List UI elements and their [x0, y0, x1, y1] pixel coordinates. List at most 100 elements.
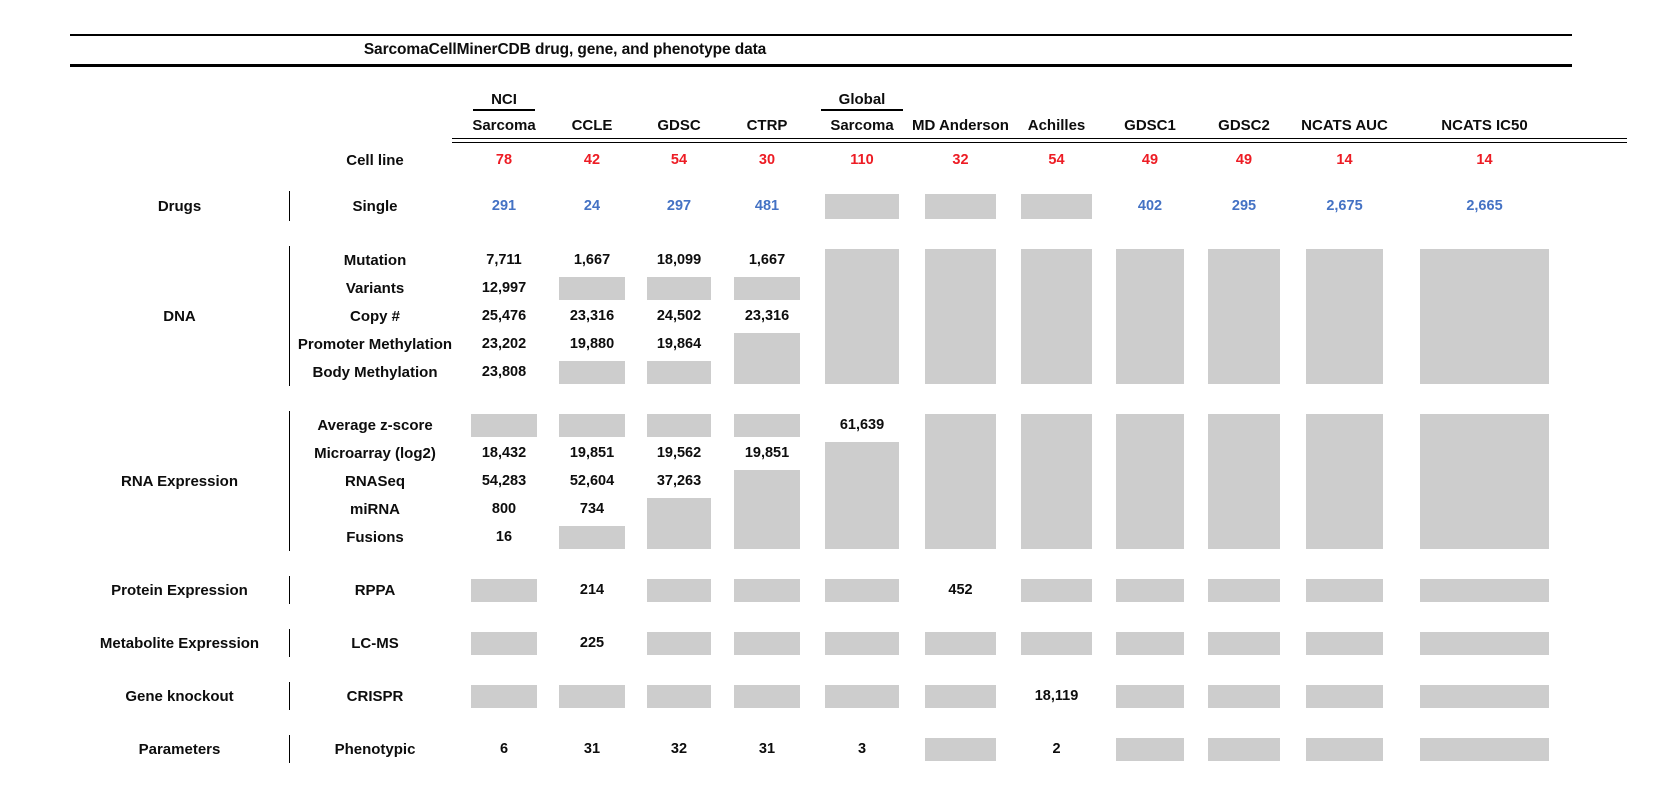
value-mirna-ccle: 734	[579, 501, 605, 517]
no-data-block-gdsc	[647, 276, 711, 300]
cell-line-count-md-anderson: 32	[952, 152, 969, 168]
no-data-block-achilles	[1021, 193, 1092, 219]
no-data-block-nci-sarcoma	[471, 631, 537, 655]
no-data-block-ccle	[559, 360, 625, 384]
section-rna-expression: RNA Expression Average z-score 61,639 Micro…	[70, 411, 1572, 551]
no-data-block-gdsc1	[1115, 413, 1185, 549]
value-rnaseq-nci-sarcoma: 54,283	[481, 473, 527, 489]
no-data-block-achilles	[1021, 248, 1092, 384]
column-headers: NCI Sarcoma CCLE GDSC CTRP Global Sarcoma MD An…	[70, 87, 1627, 175]
figure-title: SarcomaCellMinerCDB drug, gene, and phen…	[363, 41, 767, 58]
row-label-mutation: Mutation	[343, 251, 407, 269]
column-header-ctrp: CTRP	[746, 117, 788, 134]
no-data-block-ncats-ic50	[1419, 413, 1550, 549]
no-data-block-ctrp	[733, 332, 801, 384]
section-protein-expression: Protein Expression RPPA 214 452	[70, 576, 1572, 604]
category-label-rna-expression: RNA Expression	[70, 411, 290, 551]
no-data-block-ncats-ic50	[1419, 684, 1550, 708]
title-band: SarcomaCellMinerCDB drug, gene, and phen…	[70, 36, 1572, 64]
no-data-block-gdsc1	[1115, 631, 1185, 655]
column-header-nci-sarcoma: Sarcoma	[472, 117, 536, 134]
value-rppa-ccle: 214	[579, 582, 605, 598]
no-data-block-global-sarcoma	[825, 684, 899, 708]
column-group-underlined-text: NCI	[473, 91, 535, 111]
value-phenotypic-global-sarcoma: 3	[857, 741, 867, 757]
value-promoter-methylation-ccle: 19,880	[569, 336, 615, 352]
value-single-gdsc: 297	[666, 198, 692, 214]
column-header-global-sarcoma: Sarcoma	[830, 117, 894, 134]
value-rnaseq-ccle: 52,604	[569, 473, 615, 489]
value-body-methylation-nci-sarcoma: 23,808	[481, 364, 527, 380]
row-label-fusions: Fusions	[346, 528, 404, 546]
value-copy--ctrp: 23,316	[744, 308, 790, 324]
column-header-achilles: Achilles	[1027, 117, 1086, 134]
no-data-block-ncats-auc	[1305, 684, 1384, 708]
no-data-block-ctrp	[733, 578, 801, 602]
no-data-block-md-anderson	[924, 631, 997, 655]
category-label-drugs: Drugs	[70, 191, 290, 221]
column-header-ncats-ic50: NCATS IC50	[1441, 117, 1528, 134]
value-rnaseq-gdsc: 37,263	[656, 473, 702, 489]
cell-line-count-gdsc2: 49	[1235, 152, 1253, 168]
column-group-underlined-text: Global	[820, 91, 904, 111]
no-data-block-achilles	[1021, 413, 1092, 549]
no-data-block-gdsc1	[1115, 248, 1185, 384]
cell-line-count-ncats-ic50: 14	[1476, 152, 1493, 168]
value-single-nci-sarcoma: 291	[491, 198, 517, 214]
no-data-block-gdsc	[647, 631, 711, 655]
category-label-parameters: Parameters	[70, 735, 290, 763]
no-data-block-achilles	[1021, 578, 1092, 602]
cell-line-count-global-sarcoma: 110	[850, 152, 874, 168]
title-wrap: SarcomaCellMinerCDB drug, gene, and phen…	[70, 41, 1060, 59]
value-single-ncats-ic50: 2,665	[1466, 198, 1503, 214]
no-data-block-ctrp	[733, 684, 801, 708]
no-data-block-nci-sarcoma	[471, 684, 537, 708]
table-body: Drugs Single 291 24 297 481 402 295 2,675 2,665 DN…	[70, 191, 1572, 763]
no-data-block-global-sarcoma	[825, 631, 899, 655]
no-data-block-md-anderson	[924, 737, 997, 761]
no-data-block-global-sarcoma	[825, 578, 899, 602]
row-label-mirna: miRNA	[349, 500, 400, 518]
no-data-block-gdsc2	[1208, 631, 1280, 655]
value-phenotypic-achilles: 2	[1052, 741, 1061, 757]
no-data-block-ncats-ic50	[1419, 578, 1550, 602]
value-copy--ccle: 23,316	[569, 308, 615, 324]
value-single-gdsc2: 295	[1231, 198, 1257, 214]
section-dna: DNA Mutation 7,711 1,667 18,099 1,667 Variants…	[70, 246, 1572, 386]
value-phenotypic-gdsc: 32	[670, 741, 688, 757]
no-data-block-gdsc2	[1208, 248, 1280, 384]
no-data-block-gdsc2	[1208, 578, 1280, 602]
column-header-gdsc2: GDSC2	[1218, 117, 1270, 134]
value-phenotypic-ccle: 31	[583, 741, 601, 757]
cell-line-count-gdsc: 54	[670, 152, 688, 168]
category-label-gene-knockout: Gene knockout	[70, 682, 290, 710]
value-microarray-log2--nci-sarcoma: 18,432	[481, 445, 527, 461]
value-mutation-gdsc: 18,099	[656, 252, 702, 268]
value-phenotypic-ctrp: 31	[758, 741, 776, 757]
section-drugs: Drugs Single 291 24 297 481 402 295 2,675 2,665	[70, 191, 1572, 221]
no-data-block-global-sarcoma	[825, 441, 899, 549]
category-label-metabolite-expression: Metabolite Expression	[70, 629, 290, 657]
value-single-ctrp: 481	[754, 198, 780, 214]
no-data-block-gdsc	[647, 578, 711, 602]
no-data-block-md-anderson	[924, 248, 997, 384]
value-crispr-achilles: 18,119	[1034, 688, 1079, 704]
column-header-md-anderson: MD Anderson	[912, 117, 1009, 134]
title-bottom-rule	[70, 64, 1572, 67]
no-data-block-md-anderson	[924, 413, 997, 549]
no-data-block-achilles	[1021, 631, 1092, 655]
section-gene-knockout: Gene knockout CRISPR 18,119	[70, 682, 1572, 710]
cell-line-count-gdsc1: 49	[1141, 152, 1159, 168]
section-metabolite-expression: Metabolite Expression LC-MS 225	[70, 629, 1572, 657]
no-data-block-global-sarcoma	[825, 193, 899, 219]
value-phenotypic-nci-sarcoma: 6	[499, 741, 509, 757]
value-microarray-log2--gdsc: 19,562	[656, 445, 702, 461]
no-data-block-gdsc2	[1208, 684, 1280, 708]
cell-line-count-ncats-auc: 14	[1336, 152, 1353, 168]
no-data-block-ctrp	[733, 469, 801, 549]
no-data-block-ncats-auc	[1305, 248, 1384, 384]
value-microarray-log2--ccle: 19,851	[569, 445, 615, 461]
row-label-phenotypic: Phenotypic	[334, 740, 416, 758]
value-mirna-nci-sarcoma: 800	[491, 501, 517, 517]
value-promoter-methylation-nci-sarcoma: 23,202	[481, 336, 527, 352]
